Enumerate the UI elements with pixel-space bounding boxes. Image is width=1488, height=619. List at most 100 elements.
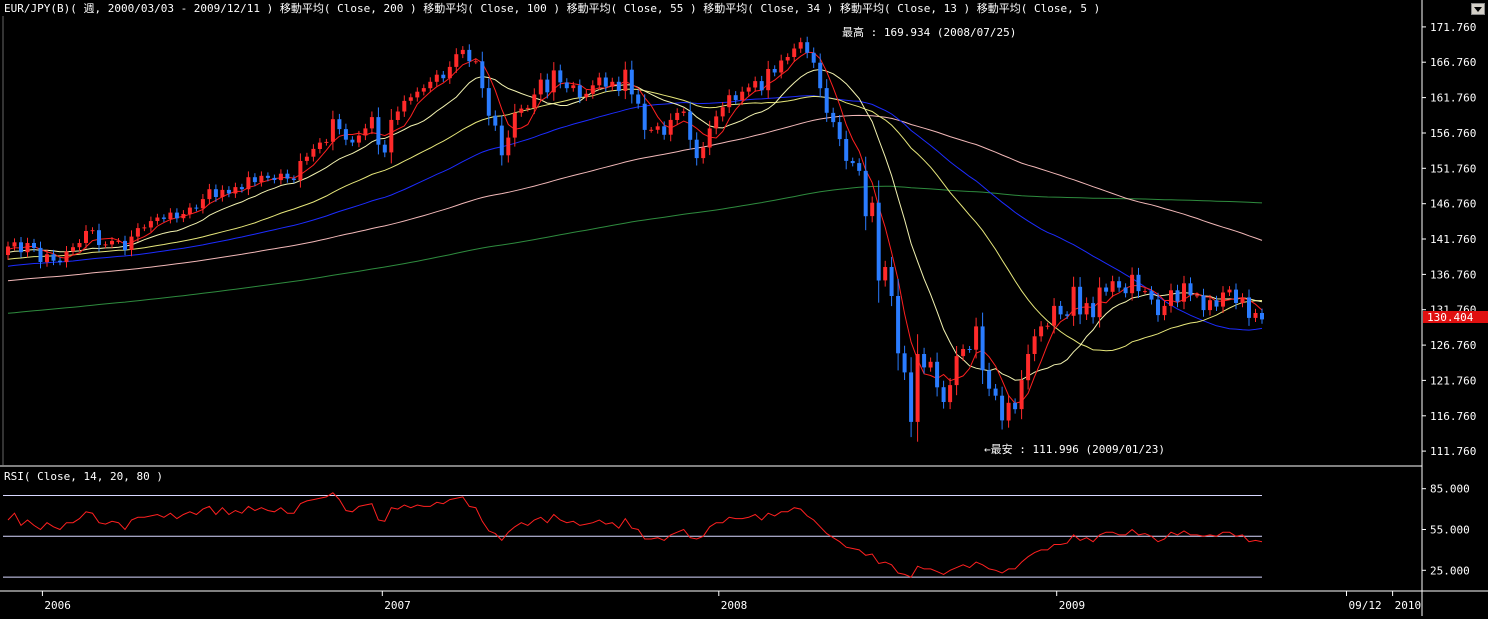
ma100-line (7, 114, 1263, 282)
candle-up (870, 202, 875, 217)
candle-down (51, 254, 56, 261)
candle-down (1091, 303, 1096, 318)
candle-down (642, 103, 647, 130)
rsi-tick-label: 25.000 (1430, 564, 1470, 577)
candle-down (252, 177, 257, 183)
candle-down (58, 260, 62, 263)
candle-up (25, 243, 30, 253)
candle-up (1227, 289, 1232, 293)
candle-down (1104, 287, 1109, 292)
candle-up (428, 81, 433, 89)
candle-up (408, 97, 413, 101)
price-tick-label: 161.760 (1430, 92, 1476, 105)
candle-down (97, 230, 101, 245)
candle-up (1071, 286, 1076, 316)
candle-down (1260, 313, 1264, 320)
candle-up (740, 91, 745, 101)
high-annotation: 最高 : 169.934 (2008/07/25) (842, 25, 1016, 39)
candle-up (77, 243, 82, 248)
candle-up (649, 129, 654, 131)
price-tick-label: 136.760 (1430, 268, 1476, 281)
candle-up (792, 48, 797, 57)
candle-up (135, 228, 140, 237)
candle-down (1149, 291, 1154, 300)
candle-down (818, 62, 823, 89)
candle-up (753, 81, 758, 88)
candle-up (1097, 287, 1102, 318)
candle-up (148, 221, 153, 228)
candle-down (1117, 281, 1122, 288)
candle-up (512, 112, 517, 138)
time-tick-label: 2008 (721, 599, 748, 612)
candle-up (402, 100, 407, 112)
candle-up (473, 61, 478, 63)
candle-up (701, 147, 706, 159)
candle-down (1234, 289, 1238, 303)
candle-up (129, 236, 134, 250)
candle-down (1058, 305, 1063, 315)
candle-down (1078, 286, 1083, 315)
candle-down (1065, 314, 1070, 316)
moving-averages (7, 51, 1263, 404)
candle-down (863, 170, 868, 217)
candle-down (1000, 395, 1005, 421)
candle-up (447, 66, 452, 79)
candle-up (948, 385, 953, 403)
candlesticks (6, 36, 1264, 442)
candle-up (1221, 292, 1225, 307)
candle-up (324, 141, 329, 143)
candle-up (389, 119, 394, 153)
candle-up (668, 119, 673, 135)
candle-up (1195, 295, 1199, 297)
candle-up (1110, 281, 1115, 292)
candle-up (45, 254, 49, 263)
candle-up (974, 326, 979, 350)
candle-down (577, 85, 582, 98)
candle-up (727, 95, 732, 108)
candle-up (538, 79, 543, 95)
candle-down (733, 95, 738, 101)
candle-down (19, 242, 23, 253)
low-annotation: ←最安 : 111.996 (2009/01/23) (984, 442, 1165, 456)
ma55-line (7, 95, 1263, 331)
candle-up (181, 214, 186, 219)
candle-down (285, 173, 290, 179)
candle-up (64, 251, 69, 263)
candle-up (1039, 326, 1044, 337)
panel-dropdown-button[interactable] (1471, 3, 1485, 15)
candle-down (993, 388, 998, 396)
candle-down (1247, 297, 1251, 318)
candle-up (675, 112, 680, 120)
candle-down (805, 42, 810, 53)
candle-up (954, 356, 959, 386)
candle-down (967, 349, 972, 350)
candle-up (142, 227, 147, 229)
ma200-line (7, 185, 1263, 314)
candle-up (525, 107, 530, 109)
candle-up (1169, 290, 1173, 306)
candle-down (837, 122, 842, 140)
candle-down (603, 77, 608, 87)
candle-down (343, 129, 348, 140)
candle-down (265, 175, 270, 178)
candle-down (688, 111, 693, 140)
candle-down (980, 326, 985, 371)
candle-up (278, 173, 283, 181)
candle-up (1045, 325, 1050, 327)
candle-up (1162, 305, 1167, 316)
candle-up (1084, 303, 1089, 315)
candle-down (174, 212, 179, 219)
price-tick-label: 121.760 (1430, 374, 1476, 387)
candle-up (915, 354, 920, 422)
candle-up (207, 189, 212, 200)
candle-down (616, 81, 621, 91)
candle-up (681, 111, 686, 113)
candle-down (1013, 402, 1018, 410)
candle-down (467, 49, 472, 62)
candle-up (233, 187, 238, 194)
time-tick-label: 2006 (44, 599, 71, 612)
candle-up (584, 93, 589, 98)
price-tick-label: 146.760 (1430, 198, 1476, 211)
candle-down (987, 370, 992, 389)
